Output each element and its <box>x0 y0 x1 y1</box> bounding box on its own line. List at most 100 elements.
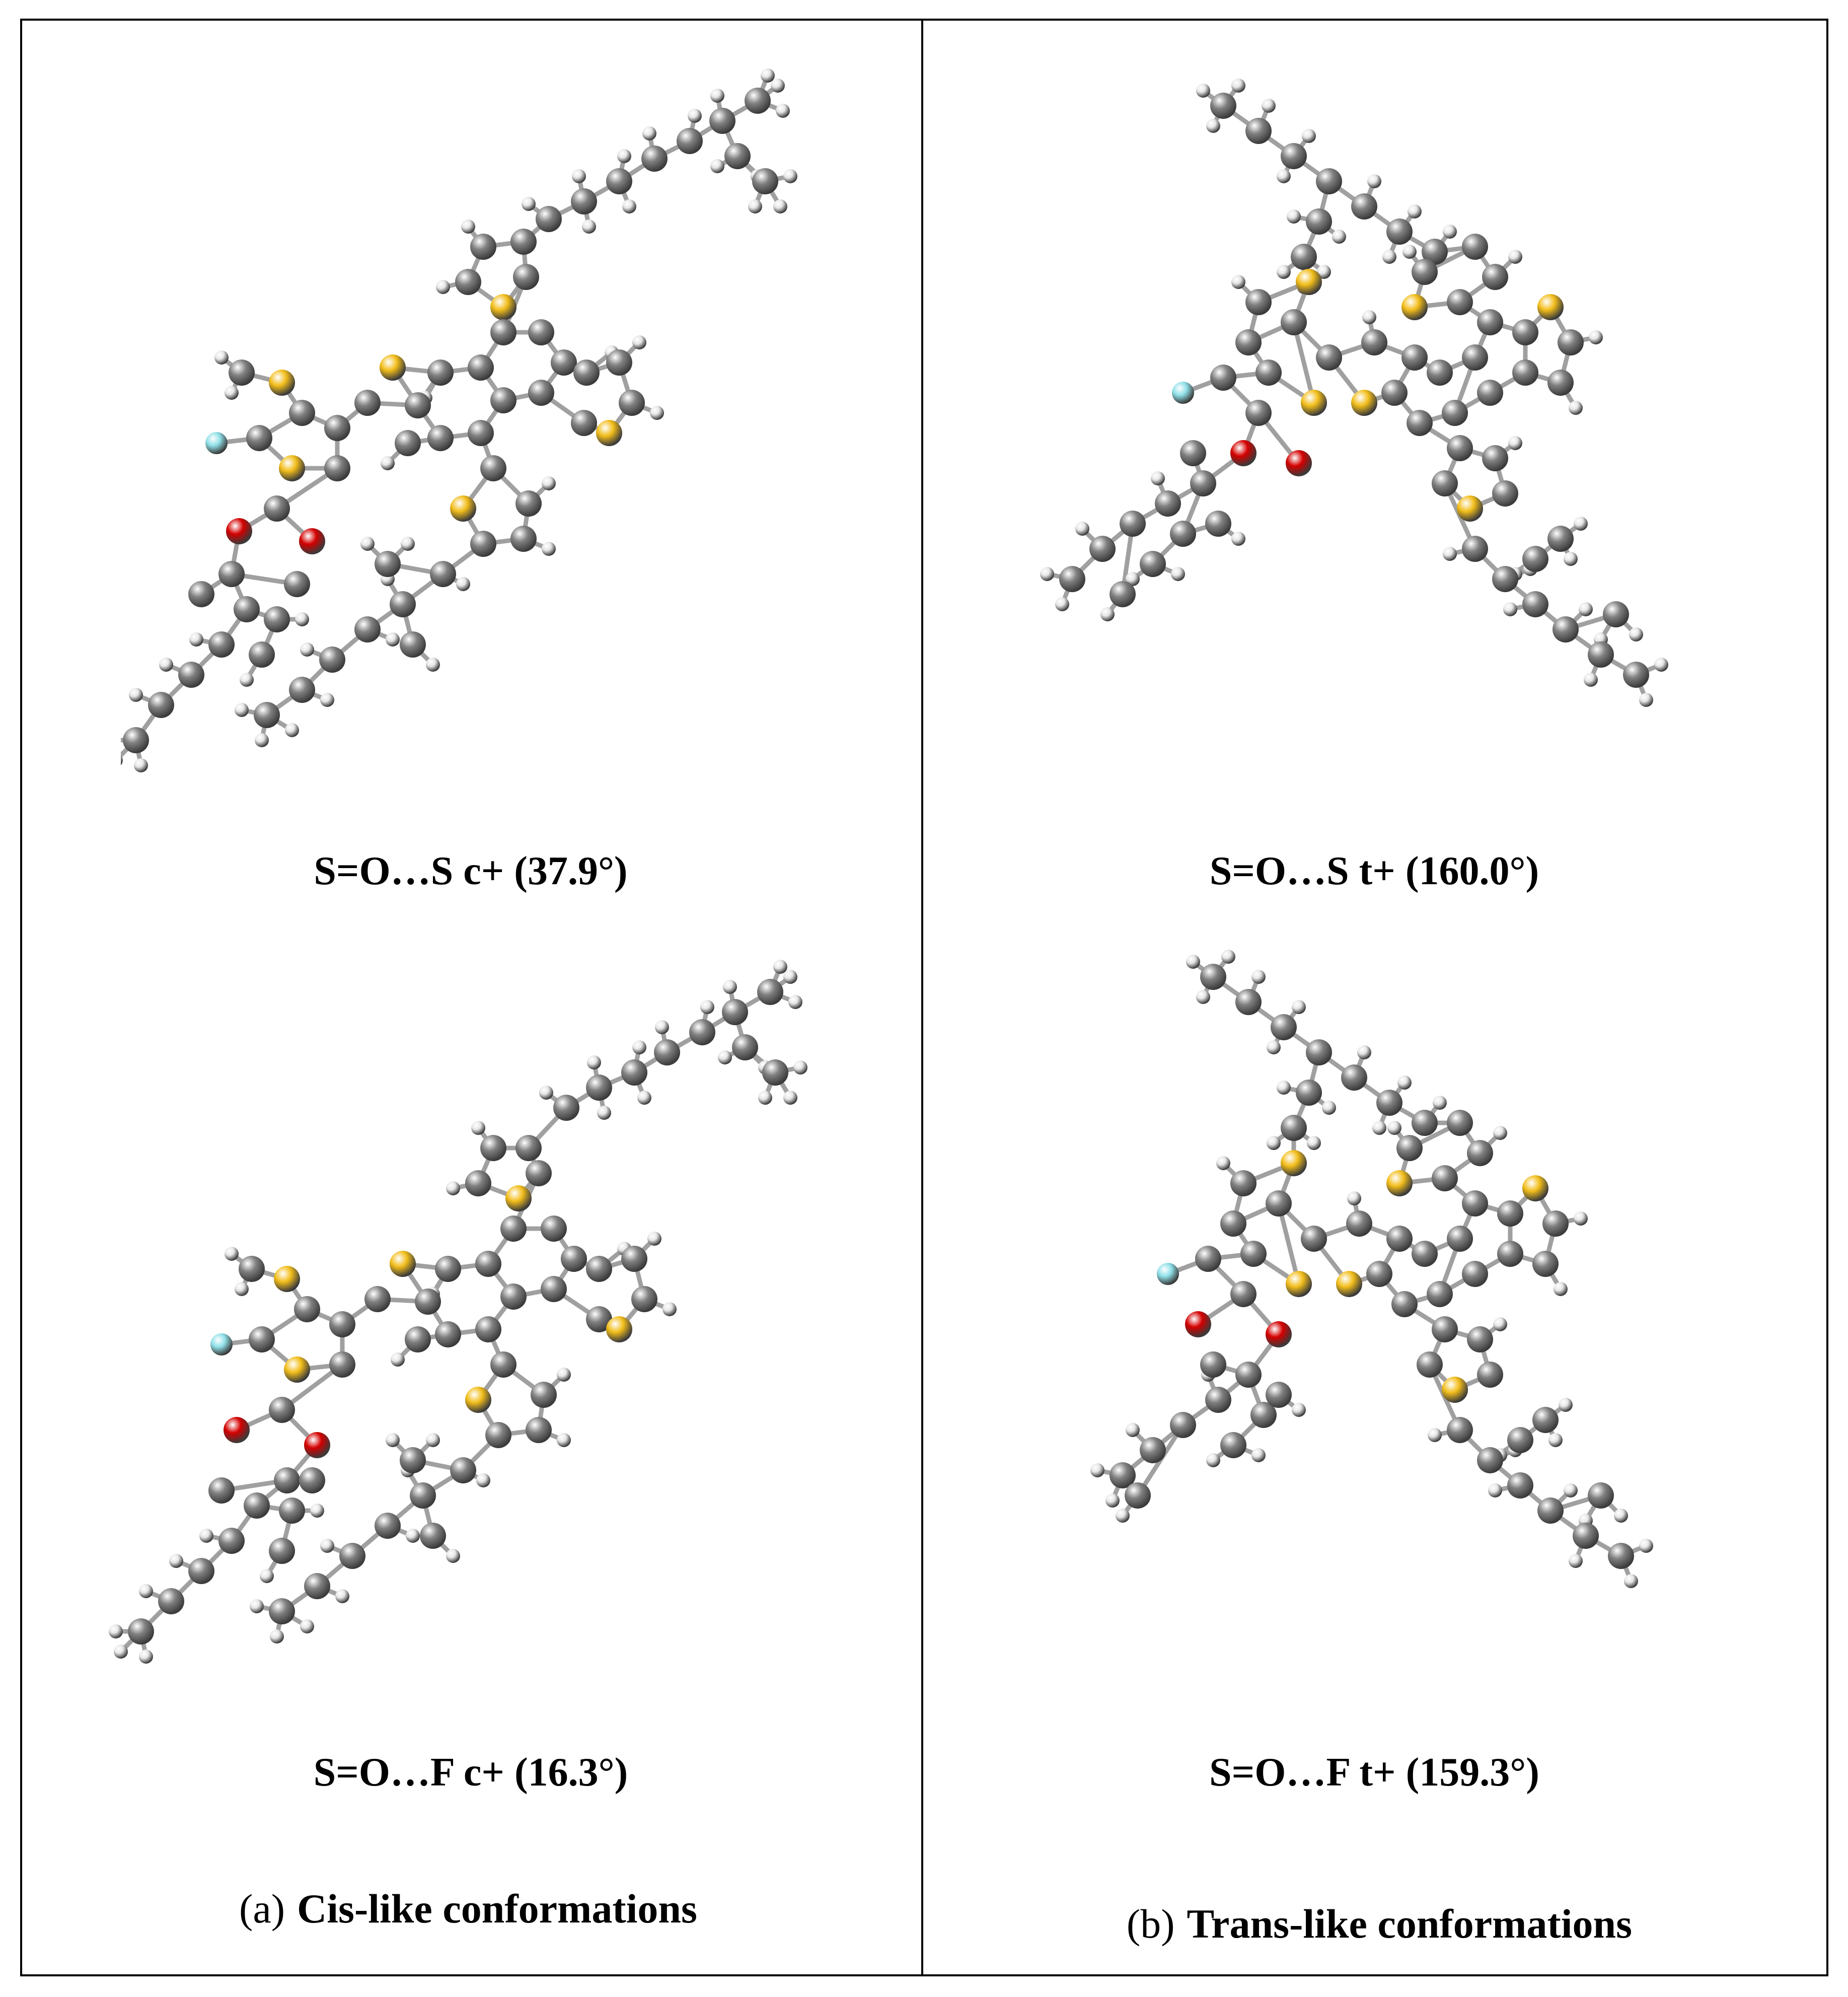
atom-h <box>1216 1156 1230 1170</box>
atom-c <box>1155 490 1181 517</box>
atom-c <box>188 581 214 607</box>
atom-c <box>1447 435 1473 461</box>
atom-s <box>1296 269 1322 295</box>
atom-c <box>480 1135 506 1161</box>
atoms <box>121 68 797 772</box>
atom-h <box>381 456 395 470</box>
atom-h <box>436 280 450 294</box>
atom-c <box>269 1397 295 1423</box>
atom-c <box>239 1256 265 1282</box>
atom-c <box>1427 1281 1453 1307</box>
atom-h <box>1408 204 1422 219</box>
atom-c <box>1346 1210 1372 1237</box>
atom-c <box>218 561 245 587</box>
atom-s <box>606 1316 632 1342</box>
atom-h <box>1317 265 1331 279</box>
atom-h <box>1402 245 1417 259</box>
atom-h <box>771 79 785 93</box>
atom-c <box>1316 344 1342 371</box>
atom-s <box>1286 1271 1312 1297</box>
atom-o <box>304 1432 330 1458</box>
atom-s <box>284 1357 310 1383</box>
atom-c <box>531 1382 557 1408</box>
atom-c <box>450 1457 476 1483</box>
atom-c <box>208 1477 235 1504</box>
atom-c <box>1271 1014 1297 1040</box>
atom-c <box>1200 1351 1226 1378</box>
atom-c <box>1266 1190 1292 1217</box>
atoms <box>1040 79 1668 707</box>
atom-h <box>1428 1428 1442 1442</box>
atom-c <box>1532 1251 1559 1277</box>
column-divider <box>921 19 923 1976</box>
atom-f <box>210 1333 233 1356</box>
atom-h <box>1614 1509 1628 1523</box>
atom-h <box>1639 1539 1653 1553</box>
atom-c <box>1477 1447 1503 1473</box>
atom-c <box>1547 370 1574 396</box>
atom-h <box>1569 1554 1583 1568</box>
atom-s <box>1336 1271 1362 1297</box>
atom-c <box>420 1523 446 1549</box>
caption-trans-s: S=O…S t+ (160.0°) <box>1209 849 1539 893</box>
atom-h <box>557 1368 571 1382</box>
atom-c <box>1210 93 1236 119</box>
atom-c <box>329 1351 355 1378</box>
atom-c <box>1588 641 1614 668</box>
atom-c <box>1391 1291 1418 1317</box>
atom-o <box>224 1417 250 1443</box>
atom-c <box>405 392 431 418</box>
atom-c <box>284 571 310 597</box>
atom-h <box>1569 401 1583 415</box>
atom-c <box>427 425 454 451</box>
atom-c <box>468 354 494 381</box>
atom-c <box>1120 511 1146 537</box>
atom-o <box>1266 1321 1292 1347</box>
atom-c <box>1467 1326 1493 1352</box>
atom-h <box>189 632 203 647</box>
atom-h <box>1564 552 1578 566</box>
atom-c <box>1532 1407 1559 1433</box>
atom-h <box>647 1232 661 1246</box>
atom-c <box>1422 239 1448 265</box>
atom-c <box>762 1059 788 1086</box>
atom-h <box>557 1433 571 1447</box>
atom-c <box>1547 526 1574 552</box>
atom-c <box>324 415 350 441</box>
atom-h <box>1579 602 1593 616</box>
molecule-panel-cis-f <box>101 916 831 1702</box>
atom-h <box>1322 1101 1336 1115</box>
atom-c <box>1401 344 1428 371</box>
caption-trans-f: S=O…F t+ (159.3°) <box>1209 1750 1539 1795</box>
atom-h <box>1574 1211 1588 1226</box>
atom-c <box>1603 601 1629 627</box>
atom-c <box>654 1039 680 1065</box>
atom-c <box>528 319 554 345</box>
atom-h <box>386 632 400 647</box>
molecule-panel-cis-s <box>121 40 826 796</box>
atom-c <box>1558 329 1584 355</box>
atom-c <box>324 455 350 481</box>
atom-f <box>1172 382 1194 404</box>
atom-c <box>435 1256 461 1282</box>
atom-h <box>1362 310 1376 324</box>
atom-c <box>1412 259 1438 285</box>
atom-h <box>1075 522 1089 536</box>
atom-c <box>274 1467 300 1493</box>
atom-s <box>269 370 295 396</box>
atom-h <box>1126 1423 1140 1437</box>
atom-c <box>208 631 235 658</box>
atom-h <box>1090 1463 1104 1477</box>
atom-c <box>1205 1387 1231 1413</box>
atom-h <box>1267 1040 1281 1054</box>
atom-h <box>539 1086 553 1100</box>
atoms <box>1090 950 1653 1588</box>
atom-h <box>542 542 556 556</box>
atom-h <box>1443 225 1457 239</box>
atom-c <box>1432 470 1458 496</box>
atom-h <box>1186 955 1200 969</box>
column-title-a: Cis-like conformations <box>297 1886 697 1932</box>
atom-c <box>510 526 537 552</box>
atom-c <box>752 168 778 194</box>
atom-h <box>793 1060 807 1075</box>
